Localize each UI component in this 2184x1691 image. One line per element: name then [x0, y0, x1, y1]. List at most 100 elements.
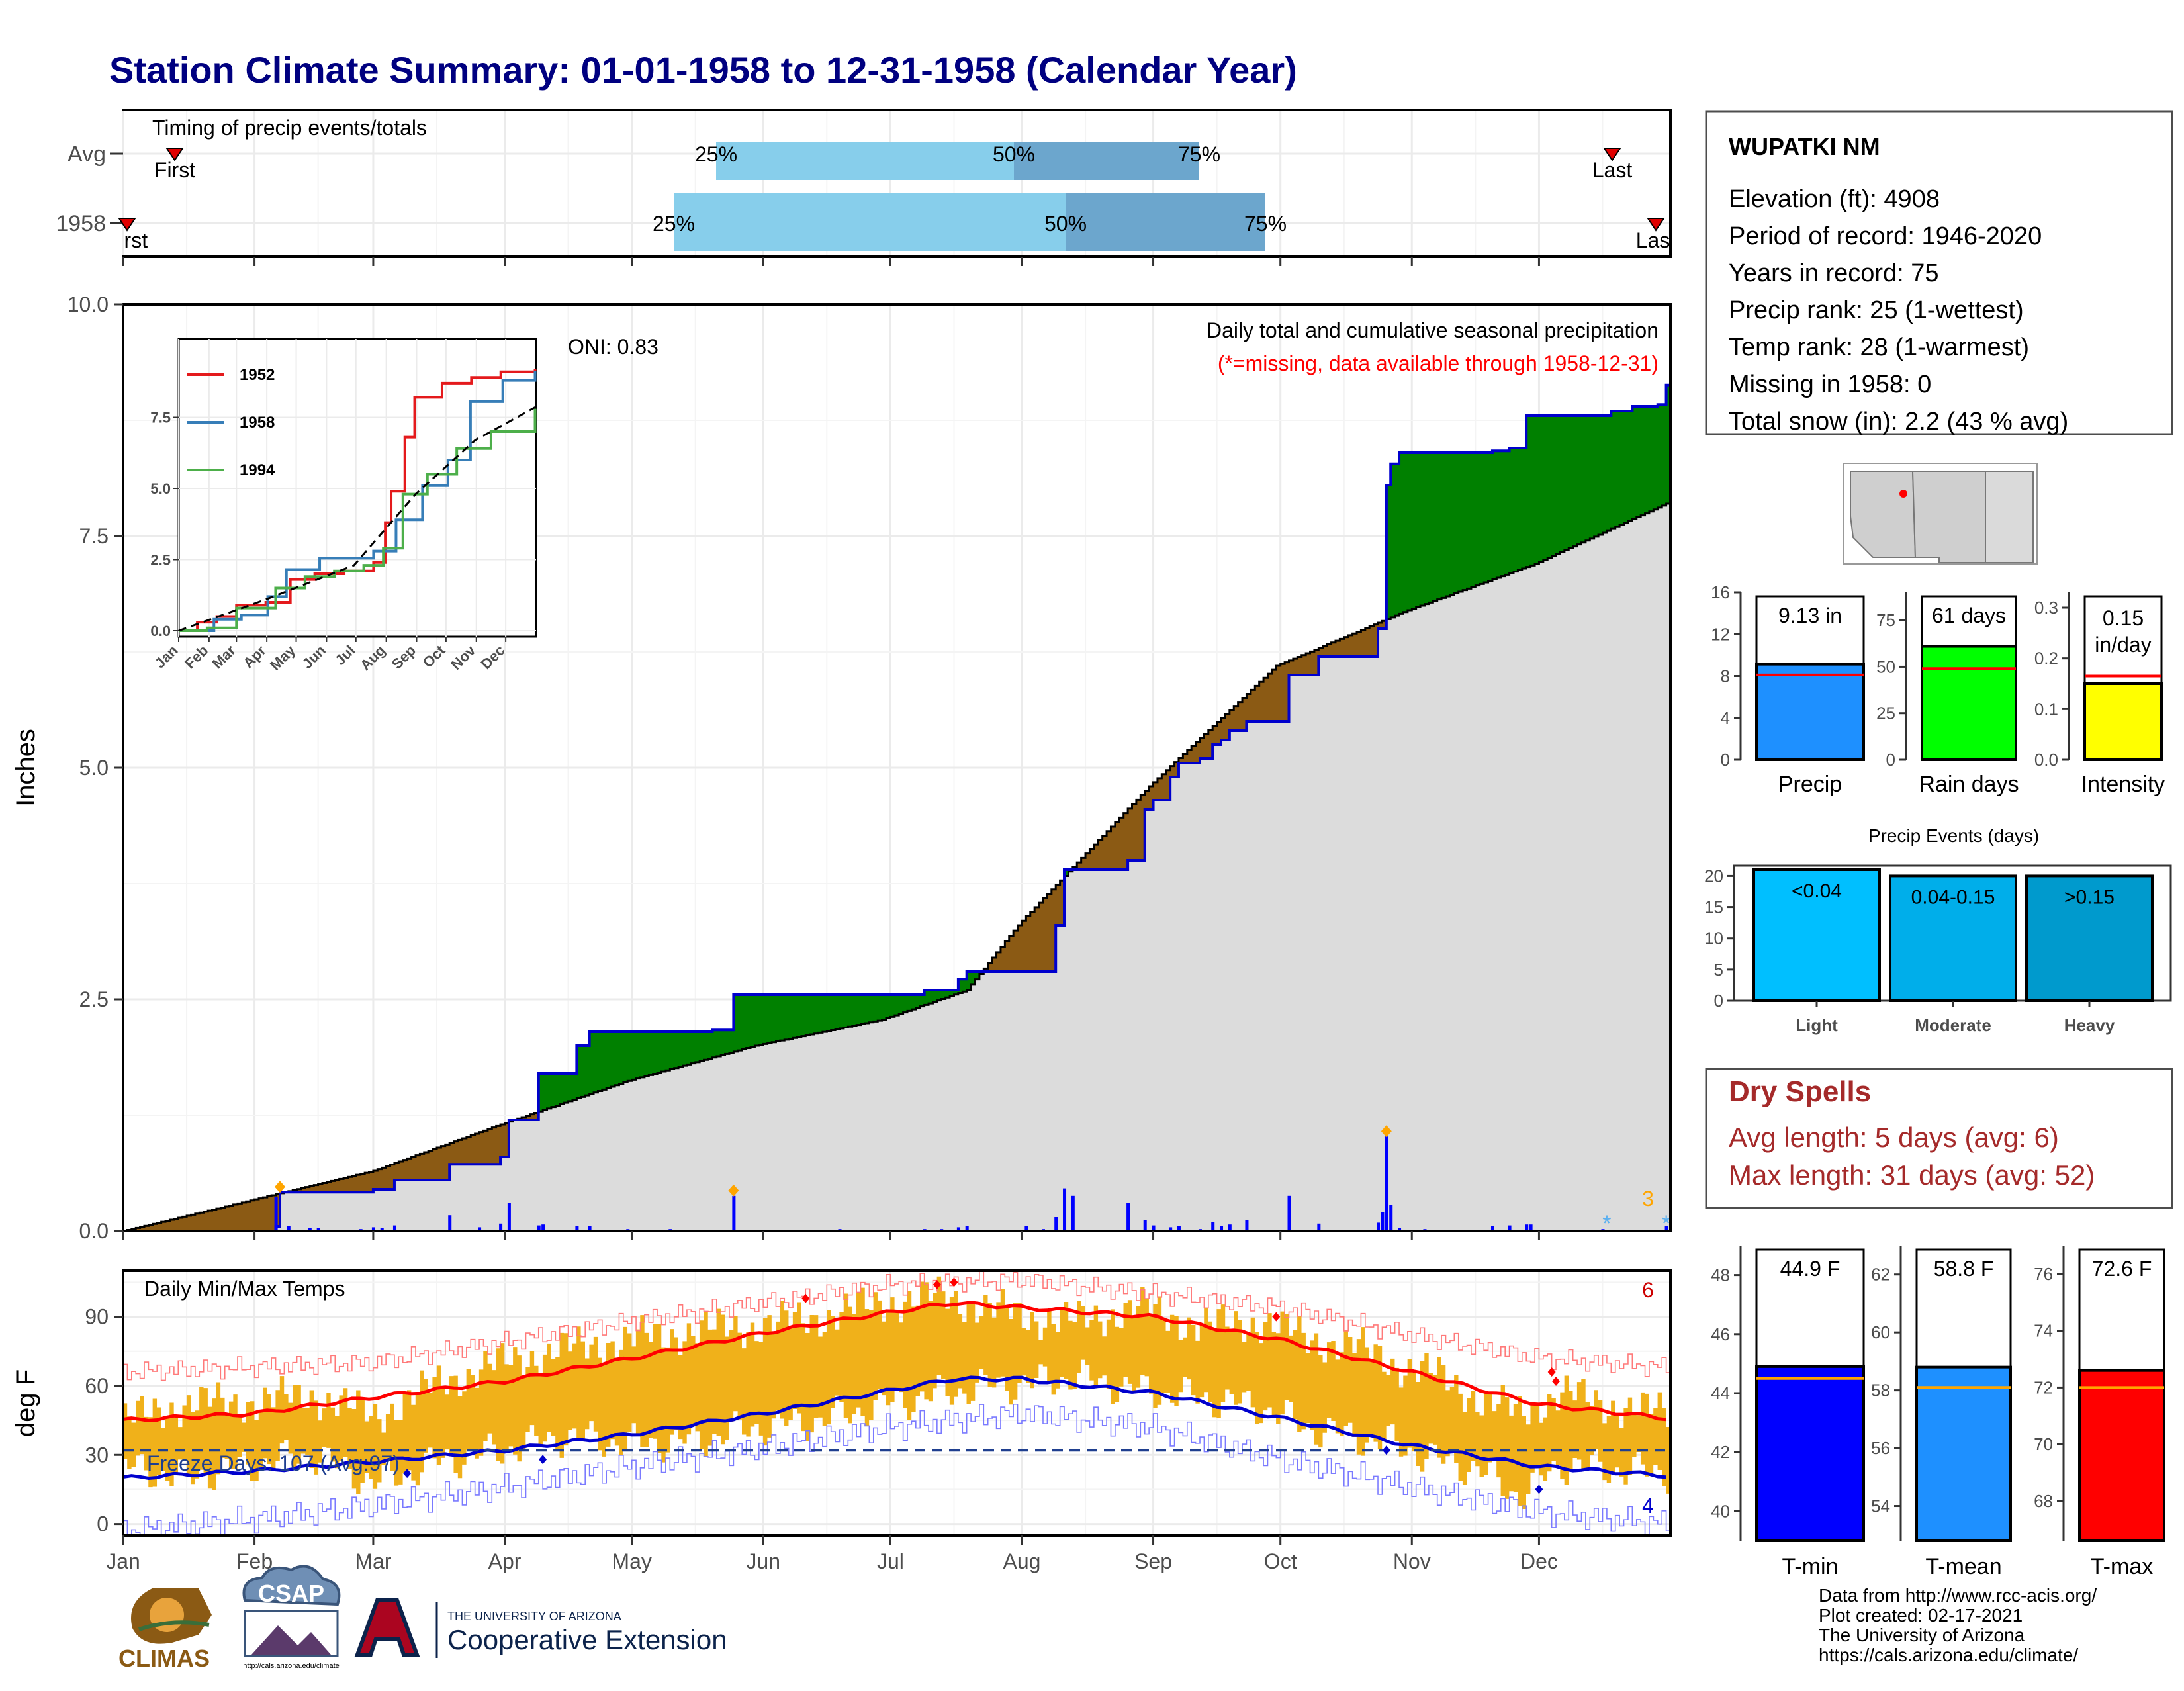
- daily-precip-bar-26: [1054, 1217, 1058, 1231]
- snow-count: 3: [1642, 1187, 1654, 1211]
- precip-stats-bars: 0 4 8 12 16 9.13 in Precip 0 25 50 75 61 days Rain d…: [1711, 582, 2165, 797]
- daily-precip-bar-5: [371, 1227, 375, 1231]
- precip-ytick-label-1: 2.5: [79, 987, 109, 1011]
- daily-precip-bar-36: [1220, 1226, 1224, 1231]
- stats-rain-days-label: Rain days: [1919, 772, 2019, 797]
- station-info-box: WUPATKI NM Elevation (ft): 4908 Period o…: [1705, 110, 2173, 435]
- csap-url-text: http://cals.arizona.edu/climate: [243, 1662, 340, 1670]
- temp-ytick-label-1: 30: [85, 1443, 109, 1467]
- stats-precip-ytick-4: 16: [1711, 582, 1730, 602]
- snow-day-marker-0: *: [1602, 1211, 1611, 1236]
- events-bar-1: [1889, 874, 2017, 1003]
- 1958-p25-label: 25%: [653, 212, 695, 236]
- precip-ytick-label-2: 5.0: [79, 756, 109, 780]
- temp-stat-t-mean-label: T-mean: [1925, 1554, 2001, 1579]
- climas-logo: CLIMAS: [118, 1588, 212, 1672]
- precip-ytick-label-4: 10.0: [68, 293, 109, 316]
- daily-precip-bar-50: [1529, 1224, 1533, 1231]
- temp-stat-t-min-ytick-3: 46: [1711, 1324, 1730, 1344]
- record-cold-marker-0: [403, 1469, 412, 1479]
- stats-rain-days-ytick-0: 0: [1886, 750, 1895, 770]
- avg-q2-bar: [1014, 142, 1199, 180]
- record-hot-marker-5: [1552, 1376, 1561, 1386]
- inset-ytick-label-3: 7.5: [150, 410, 171, 426]
- stats-intensity-ytick-0: 0.0: [2034, 750, 2058, 770]
- temp-stat-t-mean-ytick-3: 60: [1871, 1322, 1890, 1342]
- temp-stat-t-mean-ytick-0: 54: [1871, 1496, 1890, 1516]
- daily-precip-bar-37: [1228, 1224, 1232, 1231]
- station-snow: Total snow (in): 2.2 (43 % avg): [1729, 408, 2068, 435]
- stats-precip-ytick-2: 8: [1721, 666, 1730, 686]
- daily-precip-bar-47: [1490, 1226, 1494, 1231]
- daily-precip-bar-10: [499, 1223, 503, 1231]
- daily-precip-bar-27: [1063, 1188, 1067, 1231]
- normal-tmin-line: [123, 1375, 1666, 1480]
- daily-precip-bar-13: [541, 1224, 545, 1231]
- temp-stat-t-mean-value: 58.8 F: [1934, 1257, 1994, 1281]
- 1958-q1-bar: [674, 193, 1066, 251]
- record-cold-marker-3: [1382, 1445, 1390, 1455]
- temp-stat-t-min-ytick-1: 42: [1711, 1442, 1730, 1462]
- events-bar-0: [1752, 868, 1881, 1002]
- stats-intensity-ytick-3: 0.3: [2034, 598, 2058, 617]
- avg-q1-bar: [716, 142, 1014, 180]
- daily-precip-bar-29: [1126, 1203, 1130, 1231]
- stats-intensity-ytick-1: 0.1: [2034, 699, 2058, 719]
- daily-precip-bar-8: [448, 1215, 452, 1231]
- 1958-q2-bar: [1066, 193, 1265, 251]
- daily-precip-bar-33: [1177, 1226, 1181, 1231]
- month-label-sep: Sep: [1134, 1549, 1172, 1573]
- temp-stat-t-max-ytick-2: 72: [2034, 1377, 2053, 1397]
- inset-legend-label-0: 1952: [240, 366, 275, 384]
- station-location-dot: [1899, 490, 1907, 498]
- daily-precip-bar-53: [1664, 1226, 1668, 1231]
- temp-stat-t-max-ytick-4: 76: [2034, 1264, 2053, 1284]
- precip-ytick-label-3: 7.5: [79, 524, 109, 548]
- record-high-line: [123, 1271, 1670, 1381]
- station-precip-rank: Precip rank: 25 (1-wettest): [1729, 297, 2024, 324]
- stats-intensity-value-unit: in/day: [2095, 633, 2151, 657]
- month-label-oct: Oct: [1264, 1549, 1297, 1573]
- dry-spells-title: Dry Spells: [1729, 1075, 1871, 1108]
- csap-logo-text: CSAP: [258, 1580, 324, 1607]
- 1958-p75-label: 75%: [1244, 212, 1287, 236]
- ua-small-text: THE UNIVERSITY OF ARIZONA: [447, 1610, 621, 1623]
- temp-stat-t-min-label: T-min: [1782, 1554, 1839, 1579]
- stats-rain-days-value: 61 days: [1932, 604, 2006, 627]
- month-label-aug: Aug: [1003, 1549, 1040, 1573]
- month-label-nov: Nov: [1393, 1549, 1431, 1573]
- station-temp-rank: Temp rank: 28 (1-warmest): [1729, 334, 2029, 361]
- record-hot-marker-1: [933, 1279, 941, 1289]
- events-bar-2: [2025, 874, 2154, 1003]
- events-bar-label-0: Light: [1796, 1015, 1838, 1035]
- station-missing: Missing in 1958: 0: [1729, 371, 1931, 398]
- csap-cloud-icon: [242, 1565, 341, 1606]
- precip-record-marker-1: [728, 1184, 739, 1197]
- daily-precip-bar-40: [1317, 1223, 1321, 1231]
- 1958-last-label: Last: [1636, 228, 1676, 252]
- daily-precip-bar-2: [308, 1228, 312, 1231]
- 1958-p50-label: 50%: [1044, 212, 1087, 236]
- daily-precip-bar-32: [1169, 1227, 1173, 1231]
- snow-day-marker-1: *: [1662, 1211, 1670, 1236]
- temp-stat-t-mean-ytick-2: 58: [1871, 1381, 1890, 1400]
- month-label-apr: Apr: [488, 1549, 522, 1573]
- temp-stat-t-max-bar: [2078, 1369, 2165, 1543]
- normal-cumulative-line: [123, 502, 1670, 1231]
- footer-credits: Data from http://www.rcc-acis.org/ Plot …: [1819, 1585, 2097, 1665]
- precip-events-chart: Precip Events (days) 0 5 10 15 20 <0.04 Light 0.…: [1704, 825, 2172, 1035]
- hot-days-count: 6: [1642, 1278, 1654, 1302]
- events-bar-value-0: <0.04: [1792, 880, 1842, 902]
- temp-stat-t-mean-ytick-1: 56: [1871, 1438, 1890, 1458]
- daily-precip-bar-31: [1152, 1225, 1156, 1231]
- station-years: Years in record: 75: [1729, 259, 1939, 287]
- record-cold-marker-2: [1535, 1485, 1543, 1494]
- precip-ytick-label-0: 0.0: [79, 1219, 109, 1243]
- month-label-dec: Dec: [1520, 1549, 1558, 1573]
- stats-rain-days-bar: [1921, 645, 2017, 761]
- new-mexico-state-shape: [1911, 471, 1986, 563]
- avg-last-label: Last: [1592, 158, 1633, 182]
- events-ytick-0: 0: [1714, 991, 1723, 1011]
